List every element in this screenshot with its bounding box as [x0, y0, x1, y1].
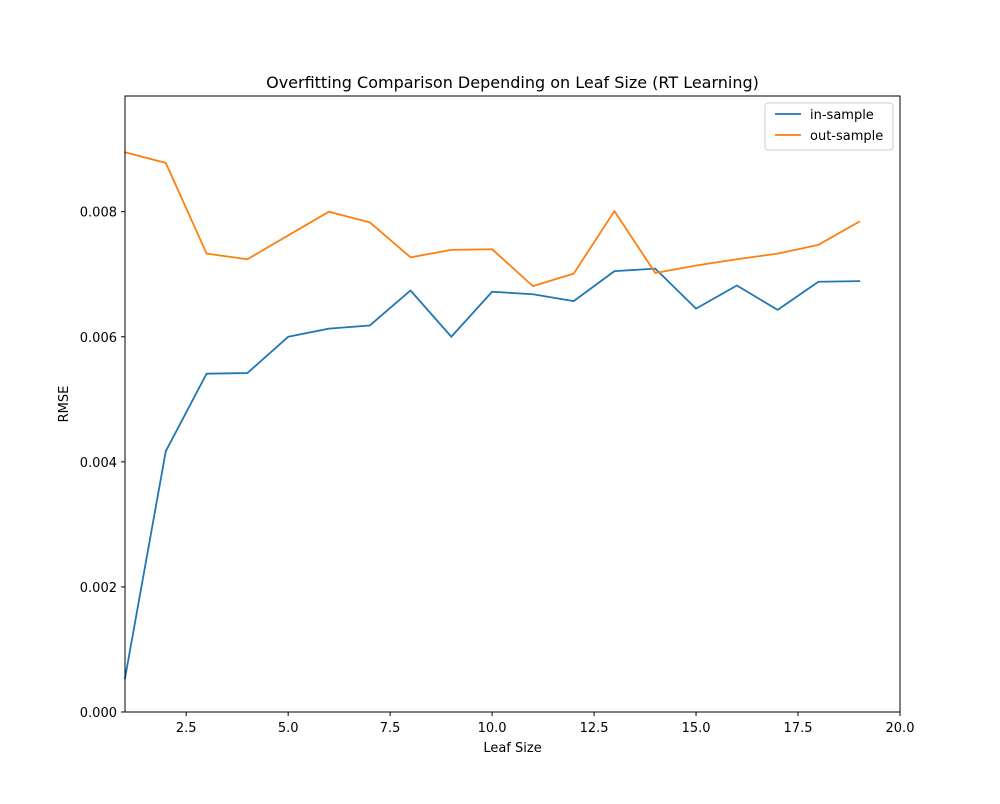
y-tick-label: 0.002	[80, 581, 117, 596]
x-tick-label: 10.0	[478, 721, 507, 736]
series-line-out-sample	[123, 151, 861, 288]
x-axis-label: Leaf Size	[483, 741, 541, 756]
x-tick-label: 17.5	[784, 721, 813, 736]
series-line-in-sample	[123, 267, 861, 680]
plot-lines	[123, 151, 861, 680]
x-tick-label: 20.0	[886, 721, 915, 736]
x-tick-label: 2.5	[176, 721, 197, 736]
x-tick-label: 15.0	[682, 721, 711, 736]
x-tick-label: 7.5	[380, 721, 401, 736]
chart-title: Overfitting Comparison Depending on Leaf…	[266, 73, 759, 92]
plot-frame	[124, 95, 901, 713]
x-tick-label: 12.5	[580, 721, 609, 736]
y-tick-label: 0.006	[80, 331, 117, 346]
x-tick-label: 5.0	[278, 721, 299, 736]
legend-label: out-sample	[810, 129, 883, 144]
y-tick-label: 0.000	[80, 706, 117, 721]
x-axis-ticks: 2.5 5.0 7.5 10.0 12.5 15.0 17.5 20.0	[176, 712, 915, 736]
y-tick-label: 0.008	[80, 206, 117, 221]
legend: in-sample out-sample	[764, 102, 894, 151]
y-tick-label: 0.004	[80, 456, 117, 471]
y-axis-label: RMSE	[57, 386, 72, 423]
y-axis-ticks: 0.000 0.002 0.004 0.006 0.008	[80, 206, 125, 721]
legend-label: in-sample	[810, 108, 874, 123]
